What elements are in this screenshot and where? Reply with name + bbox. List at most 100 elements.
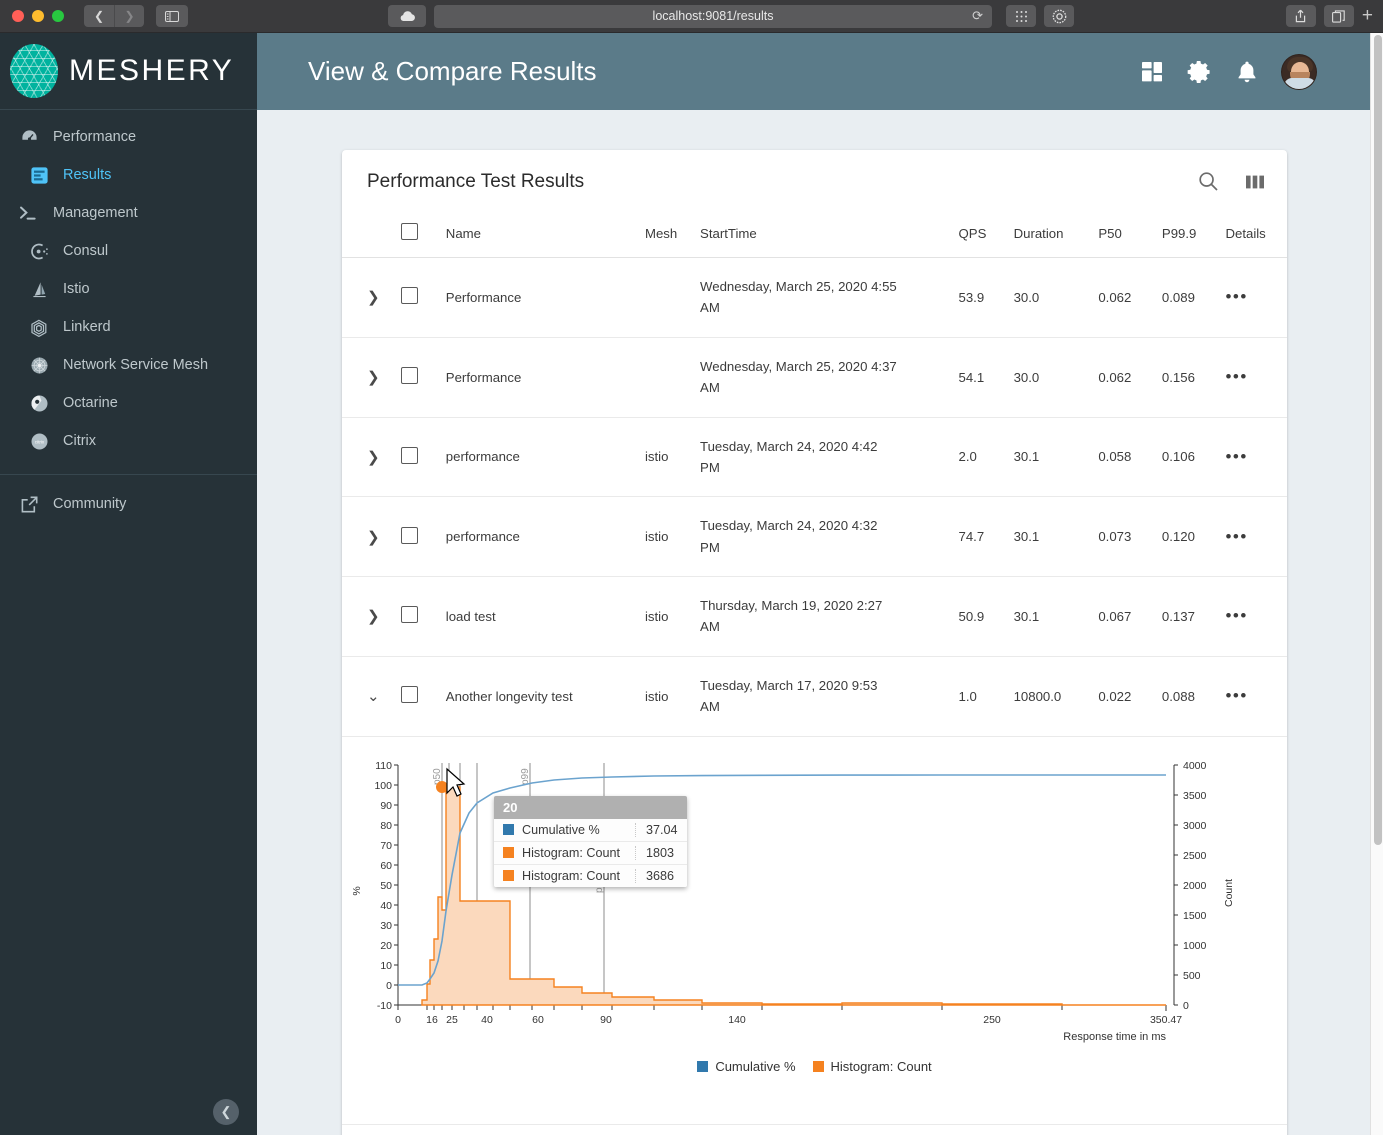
more-options-icon[interactable]: ••• — [1225, 446, 1248, 466]
cell-p50: 0.022 — [1098, 656, 1162, 737]
sidebar-toggle-icon[interactable] — [156, 5, 188, 27]
row-checkbox[interactable] — [401, 606, 419, 624]
back-icon[interactable]: ❮ — [84, 5, 114, 27]
reload-icon[interactable]: ⟳ — [972, 8, 983, 23]
table-row[interactable]: ❯ LoadTest istio Tuesday, March 17, 2020… — [342, 1124, 1287, 1135]
legend-item-cumulative[interactable]: Cumulative % — [697, 1059, 796, 1074]
forward-icon[interactable]: ❯ — [114, 5, 144, 27]
browser-chrome: ❮ ❯ localhost:9081/results ⟳ + — [0, 0, 1383, 33]
browser-nav-buttons: ❮ ❯ — [84, 5, 144, 27]
sidebar-item-consul[interactable]: Consul — [0, 232, 257, 270]
cell-p999: 0.088 — [1161, 656, 1226, 737]
table-row[interactable]: ❯ load test istio Thursday, March 19, 20… — [342, 576, 1287, 657]
cell-duration: 30.0 — [1013, 337, 1099, 418]
sidebar-item-label: Citrix — [63, 433, 97, 449]
expand-row-icon[interactable]: ❯ — [367, 289, 380, 307]
tooltip-value: 1803 — [635, 845, 687, 860]
gear-icon[interactable] — [1044, 5, 1074, 27]
sidebar-item-label: Linkerd — [63, 319, 111, 335]
svg-text:50: 50 — [380, 880, 392, 892]
cell-name: Performance — [445, 337, 645, 418]
more-options-icon[interactable]: ••• — [1225, 287, 1248, 307]
more-options-icon[interactable]: ••• — [1225, 526, 1248, 546]
row-checkbox[interactable] — [401, 686, 419, 704]
column-header-name[interactable]: Name — [445, 213, 645, 258]
cloud-icon[interactable] — [388, 5, 426, 27]
row-checkbox[interactable] — [401, 367, 419, 385]
brand-logo[interactable]: MESHERY — [0, 33, 257, 110]
sidebar-item-linkerd[interactable]: Linkerd — [0, 308, 257, 346]
more-options-icon[interactable]: ••• — [1225, 606, 1248, 626]
expand-row-icon[interactable]: ❯ — [367, 528, 380, 546]
sidebar-item-performance[interactable]: Performance — [0, 118, 257, 156]
dashboard-icon[interactable] — [1140, 60, 1164, 84]
expand-row-icon[interactable]: ❯ — [367, 608, 380, 626]
cell-p50: 0.067 — [1098, 576, 1162, 657]
cell-starttime: Wednesday, March 25, 2020 4:37 AM — [700, 358, 897, 396]
more-options-icon[interactable]: ••• — [1225, 686, 1248, 706]
select-all-checkbox[interactable] — [401, 223, 419, 240]
avatar[interactable] — [1281, 53, 1317, 90]
view-columns-icon[interactable] — [1245, 174, 1265, 190]
svg-text:70: 70 — [380, 840, 392, 852]
legend-item-histogram[interactable]: Histogram: Count — [812, 1059, 932, 1074]
column-header-duration[interactable]: Duration — [1013, 213, 1099, 258]
page-scrollbar[interactable] — [1370, 33, 1383, 1135]
maximize-window-button[interactable] — [52, 10, 64, 22]
collapse-row-icon[interactable]: ⌄ — [367, 688, 380, 706]
column-header-starttime[interactable]: StartTime — [700, 213, 959, 258]
scrollbar-thumb[interactable] — [1374, 35, 1382, 845]
column-header-mesh[interactable]: Mesh — [644, 213, 701, 258]
sidebar-item-management[interactable]: Management — [0, 194, 257, 232]
sidebar-item-label: Results — [63, 167, 112, 183]
share-icon[interactable] — [1285, 5, 1316, 27]
table-row[interactable]: ❯ performance istio Tuesday, March 24, 2… — [342, 496, 1287, 577]
search-icon[interactable] — [1198, 171, 1219, 192]
grid-icon[interactable] — [1006, 5, 1036, 27]
sidebar-item-network-service-mesh[interactable]: Network Service Mesh — [0, 346, 257, 384]
svg-text:p99: p99 — [520, 767, 531, 784]
tooltip-value: 37.04 — [635, 822, 687, 837]
cell-name: performance — [445, 496, 645, 577]
expand-row-icon[interactable]: ❯ — [367, 448, 380, 466]
table-row-expanded[interactable]: ⌄ Another longevity test istio Tuesday, … — [342, 656, 1287, 737]
sidebar-item-results[interactable]: Results — [0, 156, 257, 194]
minimize-window-button[interactable] — [32, 10, 44, 22]
cell-starttime: Thursday, March 19, 2020 2:27 AM — [700, 598, 883, 635]
cell-p50: 0.058 — [1098, 417, 1162, 498]
sidebar-item-community[interactable]: Community — [0, 485, 257, 523]
svg-text:3000: 3000 — [1183, 820, 1207, 832]
bell-icon[interactable] — [1236, 60, 1258, 84]
table-row[interactable]: ❯ Performance Wednesday, March 25, 2020 … — [342, 337, 1287, 418]
svg-text:350.47: 350.47 — [1150, 1014, 1182, 1026]
column-header-qps[interactable]: QPS — [958, 213, 1014, 258]
more-options-icon[interactable]: ••• — [1225, 367, 1248, 387]
chevron-left-circle-icon[interactable]: ❮ — [213, 1099, 239, 1125]
row-checkbox[interactable] — [401, 526, 419, 544]
url-bar[interactable]: localhost:9081/results ⟳ — [434, 4, 992, 28]
gear-icon[interactable] — [1187, 59, 1213, 85]
tooltip-row: Histogram: Count 3686 — [494, 864, 687, 887]
sidebar-item-octarine[interactable]: Octarine — [0, 384, 257, 422]
table-row[interactable]: ❯ Performance Wednesday, March 25, 2020 … — [342, 257, 1287, 338]
row-checkbox[interactable] — [401, 287, 419, 305]
cell-duration: 5.0 — [1013, 1124, 1099, 1135]
close-window-button[interactable] — [12, 10, 24, 22]
sidebar-item-istio[interactable]: Istio — [0, 270, 257, 308]
table-row[interactable]: ❯ performance istio Tuesday, March 24, 2… — [342, 417, 1287, 498]
new-tab-button[interactable]: + — [1361, 5, 1373, 26]
sidebar-item-citrix[interactable]: citrix Citrix — [0, 422, 257, 460]
tabs-icon[interactable] — [1323, 5, 1354, 27]
cell-mesh: istio — [644, 496, 701, 577]
column-header-details[interactable]: Details — [1225, 213, 1287, 258]
hovered-point — [436, 780, 448, 793]
svg-text:0: 0 — [395, 1014, 401, 1026]
cell-p999: 0.106 — [1161, 417, 1226, 498]
column-header-p999[interactable]: P99.9 — [1161, 213, 1226, 258]
expand-row-icon[interactable]: ❯ — [367, 369, 380, 387]
svg-text:30: 30 — [380, 920, 392, 932]
cell-starttime: Tuesday, March 24, 2020 4:32 PM — [700, 518, 878, 555]
response-time-chart[interactable]: 110 100 90 80 70 60 50 40 30 20 — [342, 754, 1287, 1106]
row-checkbox[interactable] — [401, 446, 419, 464]
column-header-p50[interactable]: P50 — [1098, 213, 1162, 258]
